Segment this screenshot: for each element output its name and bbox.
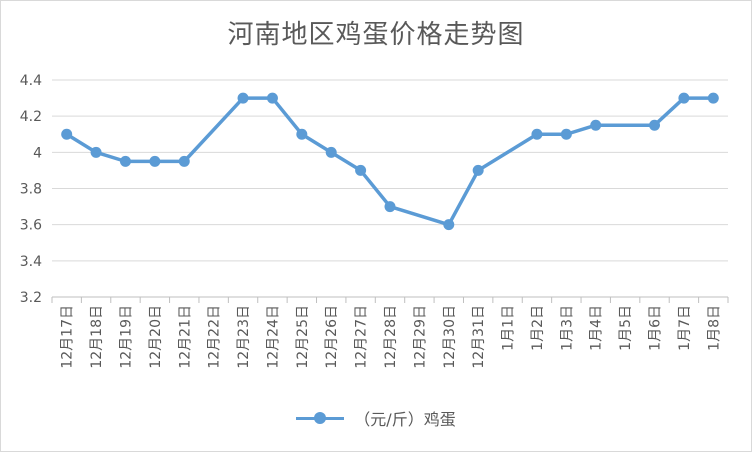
x-tick-label: 1月6日 xyxy=(648,305,664,351)
y-tick-label: 4 xyxy=(33,145,42,161)
data-point xyxy=(61,128,73,140)
x-tick-label: 12月23日 xyxy=(236,305,252,369)
data-point xyxy=(178,155,190,167)
y-tick-label: 3.4 xyxy=(20,254,42,270)
x-tick-label: 12月21日 xyxy=(177,305,193,369)
x-tick-label: 1月3日 xyxy=(559,305,575,351)
x-tick-label: 1月5日 xyxy=(618,305,634,351)
legend-marker xyxy=(296,411,345,425)
y-tick-label: 3.8 xyxy=(20,182,42,198)
x-tick-label: 12月28日 xyxy=(383,305,399,369)
data-point xyxy=(678,92,690,104)
data-point xyxy=(560,128,572,140)
data-point xyxy=(472,164,484,176)
data-point xyxy=(266,92,278,104)
data-point xyxy=(325,146,337,158)
data-point xyxy=(237,92,249,104)
y-tick-label: 4.2 xyxy=(20,109,42,125)
data-point xyxy=(90,146,102,158)
y-tick-label: 3.2 xyxy=(20,290,42,306)
data-point xyxy=(149,155,161,167)
x-tick-label: 1月8日 xyxy=(706,305,722,351)
x-tick-label: 12月22日 xyxy=(207,305,223,369)
x-tick-label: 1月7日 xyxy=(677,305,693,351)
data-point xyxy=(707,92,719,104)
x-tick-label: 12月25日 xyxy=(295,305,311,369)
y-tick-label: 4.4 xyxy=(20,73,42,89)
x-tick-label: 1月4日 xyxy=(589,305,605,351)
x-tick-label: 12月24日 xyxy=(265,305,281,369)
x-tick-label: 12月26日 xyxy=(324,305,340,369)
x-tick-label: 12月29日 xyxy=(412,305,428,369)
data-point xyxy=(119,155,131,167)
data-point xyxy=(443,219,455,231)
x-tick-label: 12月18日 xyxy=(89,305,105,369)
x-tick-label: 12月31日 xyxy=(471,305,487,369)
data-point xyxy=(296,128,308,140)
legend-label: （元/斤）鸡蛋 xyxy=(354,410,456,429)
x-tick-label: 12月30日 xyxy=(442,305,458,369)
y-tick-label: 3.6 xyxy=(20,218,42,234)
data-point xyxy=(649,119,661,131)
x-tick-label: 12月19日 xyxy=(118,305,134,369)
chart-legend: （元/斤）鸡蛋 xyxy=(0,406,752,430)
data-point xyxy=(355,164,367,176)
chart-title: 河南地区鸡蛋价格走势图 xyxy=(227,20,525,50)
data-point xyxy=(384,201,396,213)
data-point xyxy=(531,128,543,140)
x-tick-label: 1月1日 xyxy=(501,305,517,351)
x-tick-label: 12月17日 xyxy=(60,305,76,369)
x-tick-label: 12月20日 xyxy=(148,305,164,369)
data-point xyxy=(590,119,602,131)
x-tick-label: 12月27日 xyxy=(354,305,370,369)
x-tick-label: 1月2日 xyxy=(530,305,546,351)
